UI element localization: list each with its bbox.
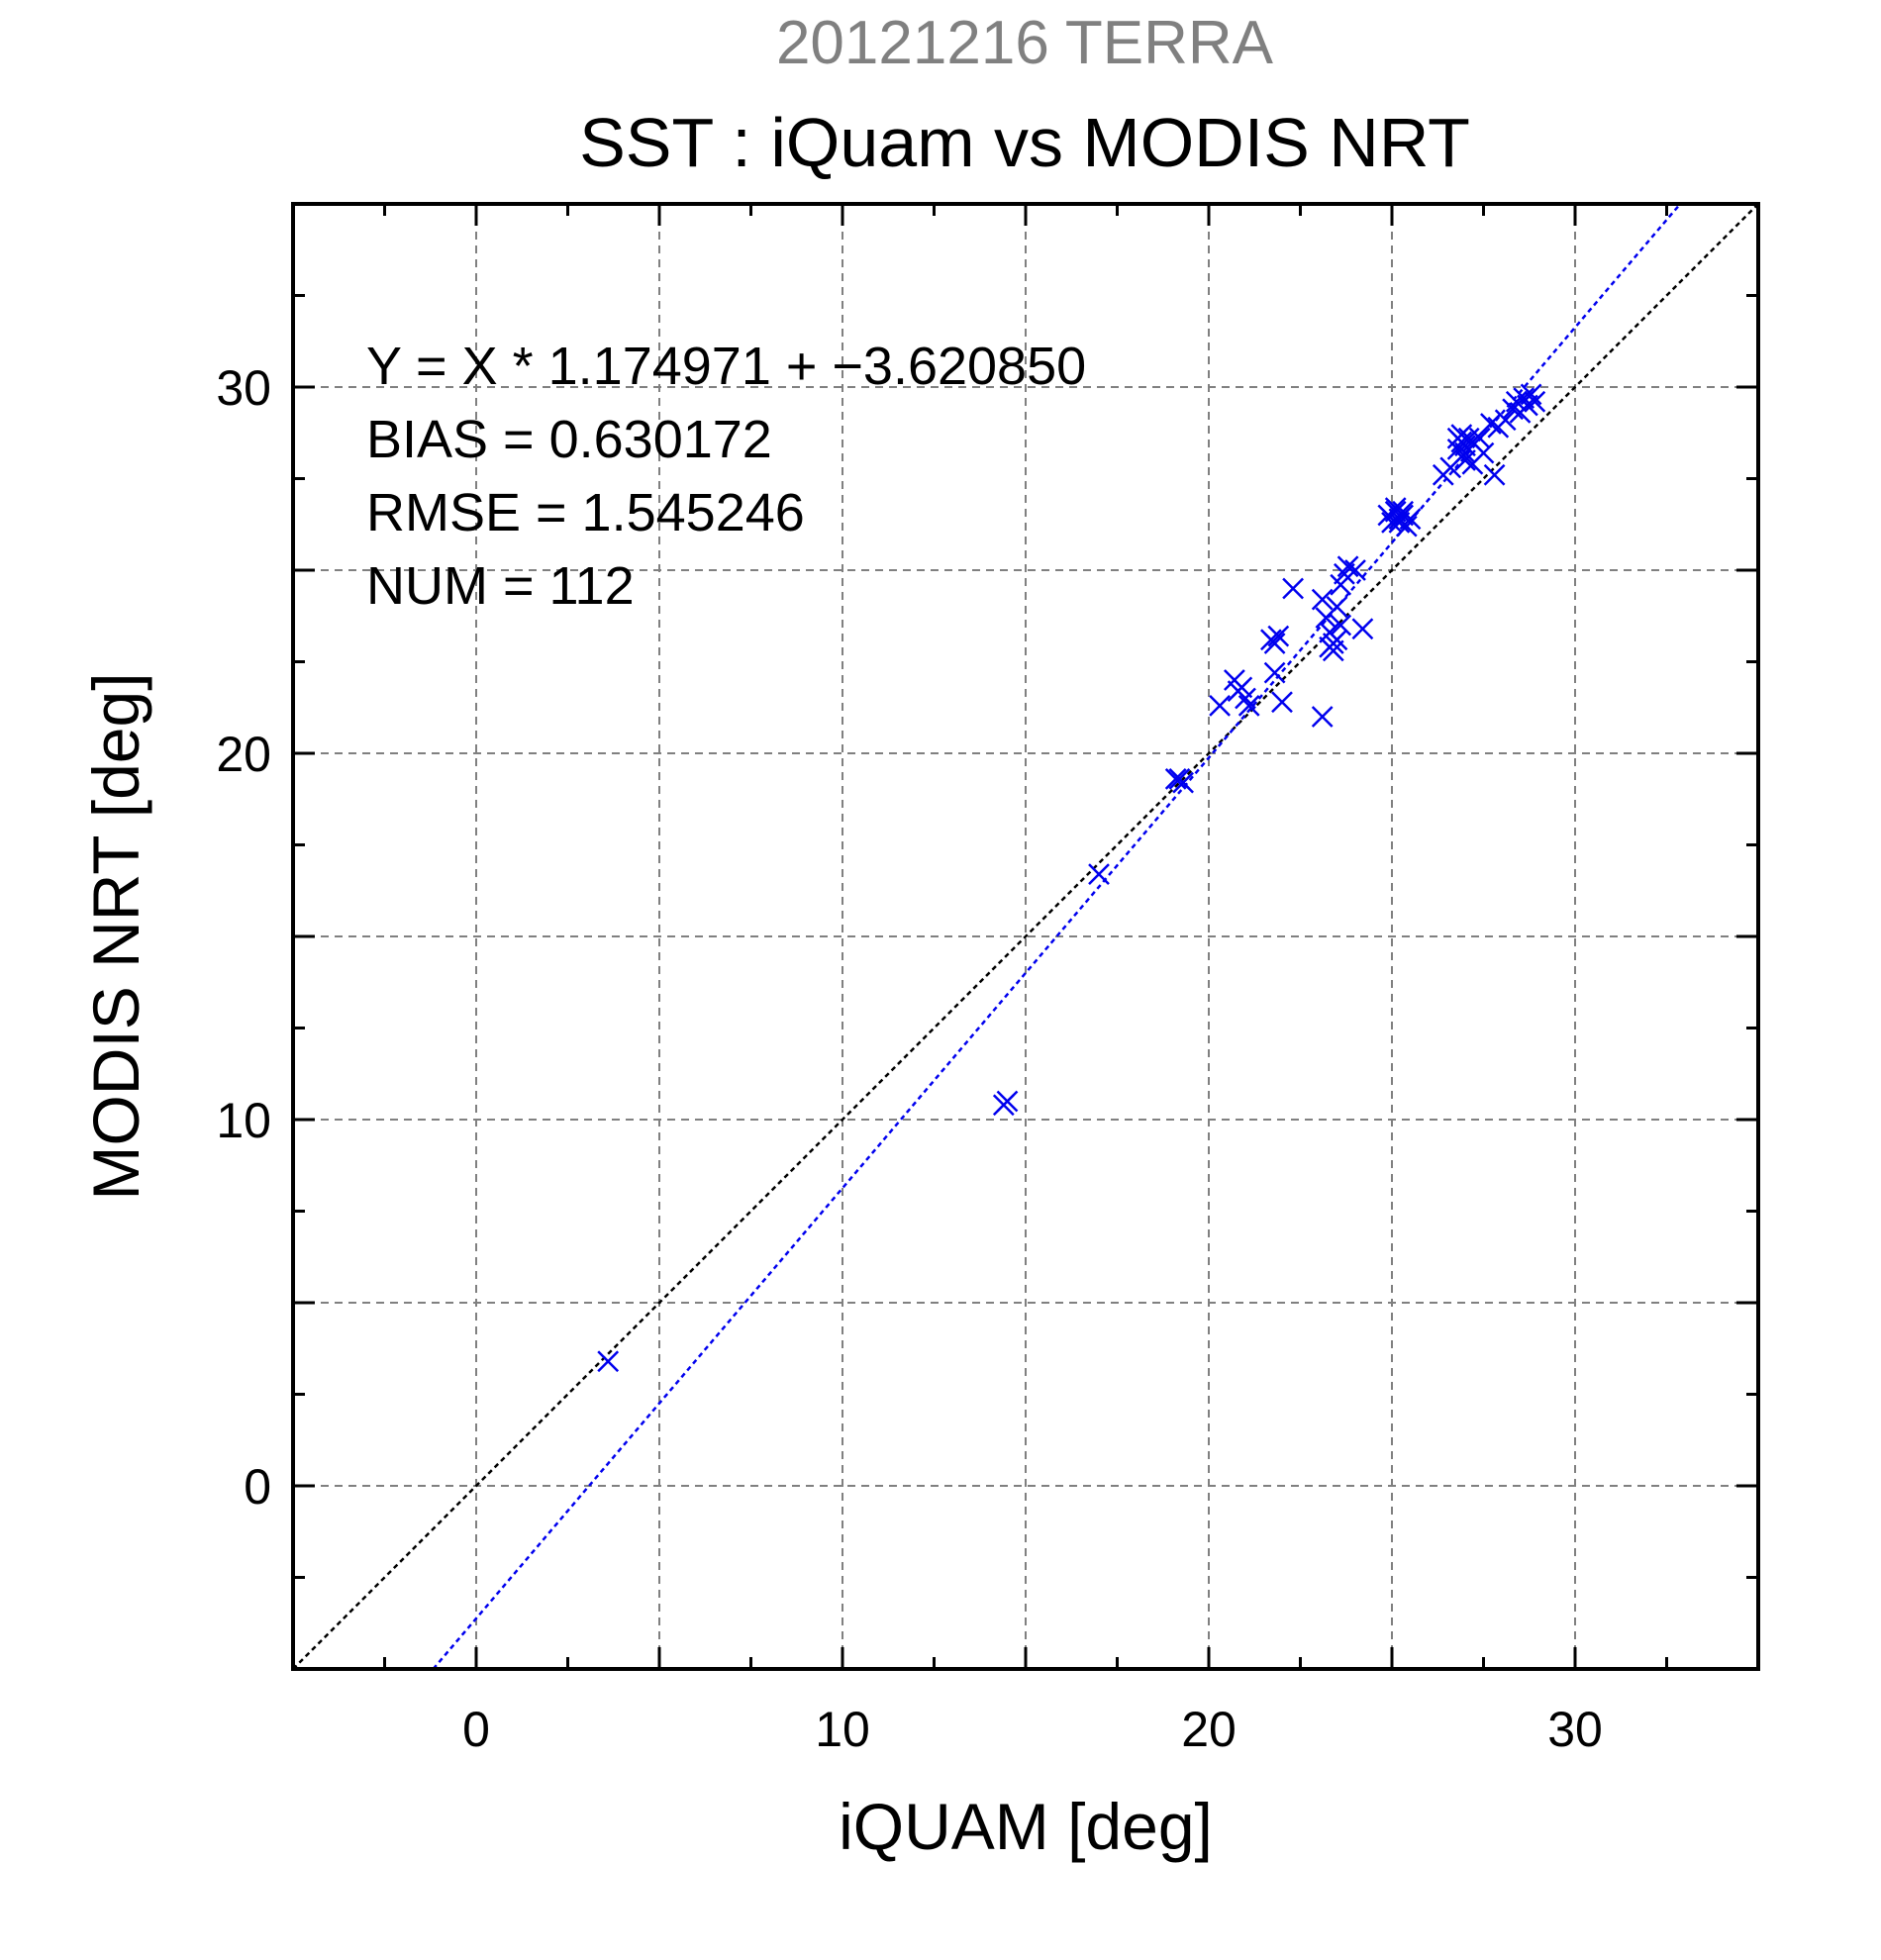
data-point [1399, 508, 1422, 531]
x-tick-label: 30 [1547, 1702, 1603, 1757]
y-tick-label: 0 [244, 1459, 271, 1515]
bias-stat: BIAS = 0.630172 [366, 410, 772, 469]
data-point [1282, 577, 1304, 600]
data-points [597, 383, 1546, 1373]
data-point [1267, 625, 1290, 647]
data-point [1446, 427, 1469, 449]
data-point [1263, 633, 1286, 654]
one-to-one-line [292, 203, 1759, 1670]
plot-frame [291, 202, 1760, 1671]
x-tick-label: 20 [1181, 1702, 1237, 1757]
data-point [1271, 691, 1293, 714]
data-point [1330, 614, 1352, 637]
stats-box: Y = X * 1.174971 + −3.620850 BIAS = 0.63… [366, 337, 1086, 616]
rmse-stat: RMSE = 1.545246 [366, 483, 805, 542]
regression-lines [292, 203, 1759, 1670]
data-point [1454, 449, 1476, 471]
y-tick-label: 10 [216, 1093, 271, 1148]
y-tick-label: 20 [216, 727, 271, 782]
chart-date-title: 20121216 TERRA [776, 9, 1274, 77]
x-tick-label: 10 [815, 1702, 870, 1757]
data-point [1263, 661, 1286, 684]
data-point [1468, 427, 1491, 449]
data-point [1088, 863, 1110, 885]
data-point [1209, 695, 1231, 717]
data-point [1472, 441, 1495, 464]
data-point [1344, 559, 1366, 581]
data-point [1235, 687, 1256, 710]
x-tick-labels: 0 10 20 30 [462, 1702, 1603, 1757]
x-tick-label: 0 [462, 1702, 490, 1757]
fit-equation: Y = X * 1.174971 + −3.620850 [366, 337, 1086, 396]
grid-lines [293, 204, 1758, 1669]
data-point [1238, 695, 1260, 717]
data-point [1520, 383, 1542, 406]
data-point [1164, 768, 1187, 790]
y-tick-labels: 0 10 20 30 [216, 360, 271, 1515]
data-point [1384, 497, 1407, 519]
x-axis-label: iQUAM [deg] [839, 1790, 1213, 1863]
data-point [1311, 706, 1334, 728]
data-point [1494, 409, 1517, 432]
data-point [597, 1350, 620, 1373]
data-point [996, 1090, 1019, 1113]
chart-title: SST : iQuam vs MODIS NRT [579, 104, 1470, 181]
num-stat: NUM = 112 [366, 556, 635, 616]
y-tick-label: 30 [216, 360, 271, 416]
data-point [1322, 633, 1344, 654]
data-point [1311, 588, 1334, 611]
data-point [1351, 618, 1374, 640]
data-point [1336, 555, 1359, 578]
data-point [1483, 463, 1506, 486]
data-point [1172, 771, 1194, 794]
data-point [1524, 390, 1546, 413]
data-point [1326, 596, 1348, 618]
data-point [1480, 413, 1502, 435]
data-point [1395, 515, 1418, 538]
y-axis-label: MODIS NRT [deg] [79, 672, 152, 1200]
